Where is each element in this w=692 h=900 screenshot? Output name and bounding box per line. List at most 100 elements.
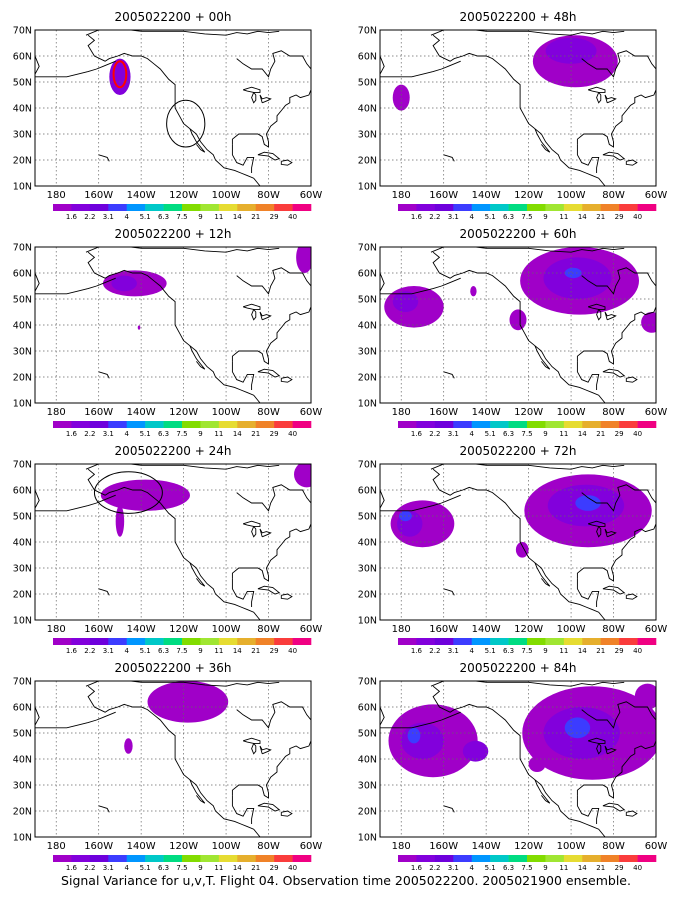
variance-field	[515, 542, 529, 558]
colorbar-label: 7.5	[176, 213, 187, 221]
x-tick-label: 100W	[557, 841, 586, 852]
y-tick-label: 70N	[13, 460, 32, 471]
x-tick-label: 180	[392, 190, 411, 201]
coastline	[96, 494, 116, 504]
map-frame	[34, 246, 312, 404]
colorbar-label: 5.1	[140, 213, 151, 221]
x-tick-label: 120W	[514, 624, 543, 635]
colorbar-label: 29	[615, 864, 624, 872]
colorbar-swatch	[471, 855, 491, 862]
coastline	[251, 526, 257, 538]
coastline	[96, 711, 116, 721]
coastline	[96, 277, 116, 287]
colorbar-label: 3.1	[103, 213, 114, 221]
variance-field	[109, 58, 131, 95]
colorbar-label: 9	[543, 430, 547, 438]
coastline	[587, 303, 606, 310]
coastline	[251, 92, 257, 104]
map-panel: 2005022200 + 60h 180 160W 140W 120W 100W 80W 60…	[358, 227, 668, 438]
colorbar-swatch	[600, 855, 620, 862]
colorbar-label: 9	[543, 647, 547, 655]
x-tick-label: 140W	[472, 190, 501, 201]
y-tick-label: 10N	[13, 182, 32, 193]
y-tick-label: 20N	[358, 590, 377, 601]
colorbar-swatch	[237, 204, 257, 211]
colorbar-label: 29	[615, 430, 624, 438]
colorbar-swatch	[398, 421, 417, 428]
colorbar-label: 1.6	[411, 213, 423, 221]
colorbar-swatch	[637, 421, 657, 428]
coastline	[280, 376, 293, 383]
y-tick-label: 50N	[358, 78, 377, 89]
coastline	[98, 371, 110, 379]
coastline	[596, 92, 602, 104]
coastline	[441, 711, 461, 721]
coastline	[430, 30, 625, 36]
coastline	[231, 89, 311, 148]
coastline	[280, 159, 293, 166]
colorbar-label: 21	[596, 647, 605, 655]
y-tick-label: 40N	[358, 538, 377, 549]
coastline	[231, 523, 311, 582]
colorbar-label: 3.1	[103, 864, 114, 872]
coastline	[432, 251, 606, 403]
panel-title: 2005022200 + 12h	[115, 227, 232, 241]
x-tick-label: 160W	[429, 624, 458, 635]
target-region-contour	[93, 471, 163, 514]
x-tick-label: 60W	[645, 407, 668, 418]
colorbar-label: 3.1	[448, 647, 459, 655]
coastline	[518, 459, 592, 463]
colorbar-swatch	[453, 855, 473, 862]
variance-field	[564, 717, 591, 739]
colorbar-swatch	[126, 638, 146, 645]
colorbar-label: 5.1	[140, 864, 151, 872]
coastline	[35, 285, 97, 295]
coastline	[257, 151, 281, 161]
colorbar-swatch	[71, 204, 91, 211]
coastline	[98, 154, 110, 162]
colorbar-label: 9	[198, 864, 202, 872]
map-panel: 2005022200 + 24h 180 160W 140W 120W 100W 80W 60…	[13, 444, 323, 655]
colorbar-swatch	[637, 638, 657, 645]
figure-caption: Signal Variance for u,v,T. Flight 04. Ob…	[61, 873, 631, 888]
coastline	[380, 285, 442, 295]
x-tick-label: 140W	[127, 624, 156, 635]
variance-field	[462, 740, 489, 762]
colorbar-swatch	[582, 855, 602, 862]
colorbar-label: 2.2	[84, 430, 95, 438]
x-tick-label: 160W	[429, 407, 458, 418]
map-panel: 2005022200 + 84h 180 160W 140W 120W 100W 80W 60…	[358, 661, 668, 872]
colorbar-label: 5.1	[485, 864, 496, 872]
colorbar-swatch	[453, 204, 473, 211]
coastline	[257, 585, 281, 595]
colorbar-label: 21	[251, 430, 260, 438]
colorbar-label: 21	[596, 864, 605, 872]
colorbar-swatch	[619, 638, 638, 645]
coastline	[35, 68, 97, 78]
x-tick-label: 120W	[169, 407, 198, 418]
coastline	[173, 25, 247, 29]
colorbar-label: 29	[615, 213, 624, 221]
coastline	[581, 484, 656, 512]
colorbar-label: 1.6	[66, 430, 78, 438]
panel-title: 2005022200 + 24h	[115, 444, 232, 458]
colorbar-swatch	[163, 638, 183, 645]
y-tick-label: 20N	[13, 590, 32, 601]
y-tick-label: 40N	[358, 321, 377, 332]
coastline	[380, 719, 442, 729]
colorbar-swatch	[255, 204, 275, 211]
colorbar-swatch	[490, 855, 509, 862]
x-tick-label: 160W	[84, 190, 113, 201]
x-tick-label: 160W	[84, 624, 113, 635]
x-tick-label: 140W	[472, 624, 501, 635]
coastline	[576, 795, 600, 824]
x-tick-label: 180	[47, 407, 66, 418]
colorbar-swatch	[71, 421, 91, 428]
colorbar-swatch	[182, 855, 201, 862]
colorbar-label: 9	[198, 430, 202, 438]
coastline	[189, 345, 206, 370]
colorbar-swatch	[163, 204, 183, 211]
coastline	[518, 676, 592, 680]
y-tick-label: 70N	[13, 243, 32, 254]
y-tick-label: 20N	[13, 156, 32, 167]
